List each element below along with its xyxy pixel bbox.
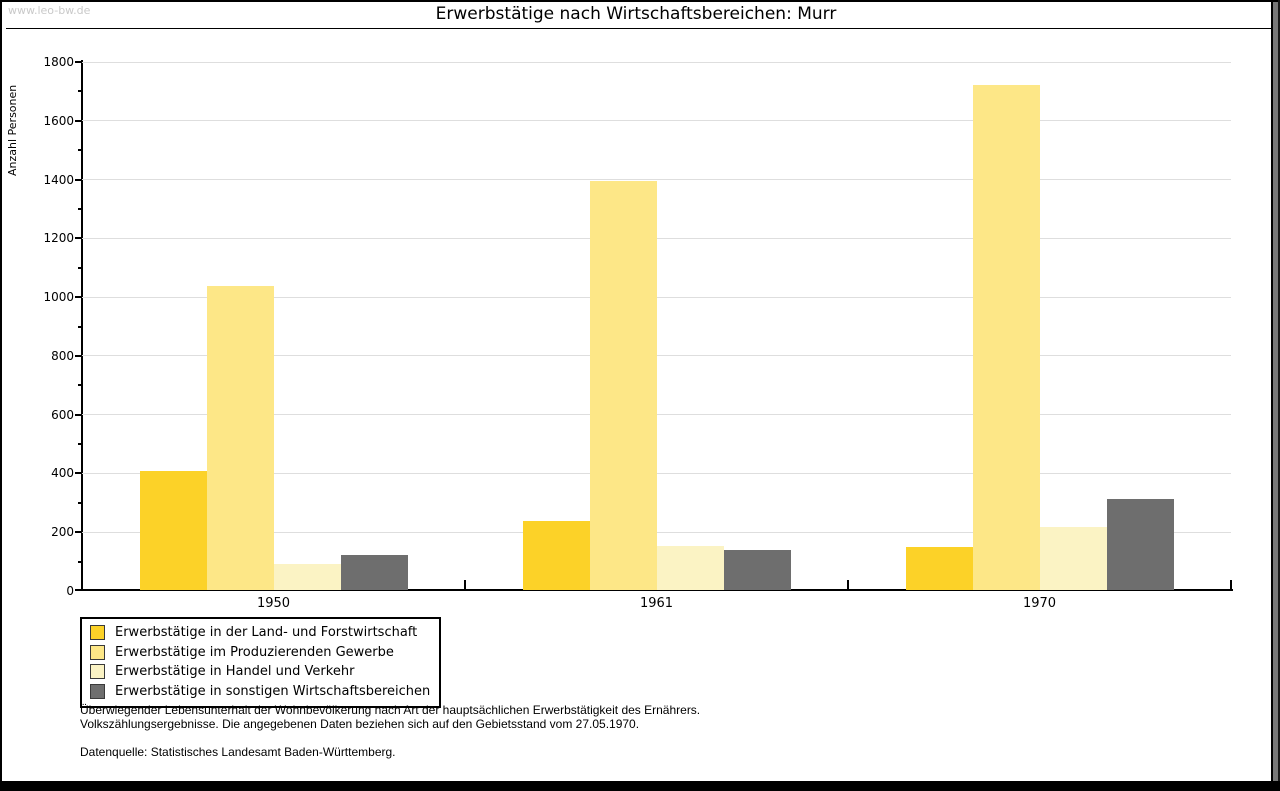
chart-title: Erwerbstätige nach Wirtschaftsbereichen:… [435,4,837,24]
frame-right-shadow [1273,2,1278,781]
legend-swatch-3 [90,664,105,680]
site-watermark: www.leo-bw.de [8,4,91,17]
bar-1961-s4 [723,550,791,590]
x-boundary-tick [464,580,466,589]
x-boundary-tick [847,580,849,589]
gridline [82,531,1231,533]
y-minor-tick [78,560,82,563]
gridline [82,414,1231,416]
y-major-tick [75,472,82,475]
y-minor-tick [78,501,82,504]
legend-swatch-2 [90,644,105,660]
y-tick-label: 1400 [43,172,74,187]
y-major-tick [75,589,82,591]
x-boundary-tick [1230,580,1232,589]
gridline [82,296,1231,298]
y-minor-tick [78,266,82,269]
legend-box: Erwerbstätige in der Land- und Forstwirt… [80,617,442,708]
bar-1970-s3 [1039,526,1107,590]
legend-label-1: Erwerbstätige in der Land- und Forstwirt… [115,625,418,641]
x-category-label-1950: 1950 [256,596,291,611]
frame-right-edge [1278,0,1280,791]
gridline [82,61,1231,63]
y-axis-line [81,60,83,591]
y-tick-label: 200 [51,525,74,540]
y-axis-label: Anzahl Personen [6,84,19,176]
legend-label-2: Erwerbstätige im Produzierenden Gewerbe [115,644,394,660]
y-tick-label: 0 [66,584,74,598]
x-category-label-1961: 1961 [639,596,674,611]
bar-1970-s2 [972,84,1040,590]
gridline [82,472,1231,474]
y-major-tick [75,119,82,122]
y-major-tick [75,237,82,240]
bar-1970-s1 [905,547,973,590]
bar-1961-s1 [522,520,590,590]
x-category-label-1970: 1970 [1022,596,1057,611]
frame-left-border [0,0,2,791]
header-separator [6,28,1271,29]
frame-bottom-border [0,781,1280,791]
bar-1970-s4 [1106,498,1174,590]
y-major-tick [75,413,82,416]
footnote-line-1: Überwiegender Lebensunterhalt der Wohnbe… [80,703,701,717]
bar-1961-s2 [589,181,657,590]
legend-swatch-4 [90,683,105,699]
bar-1950-s3 [273,563,341,590]
y-tick-label: 400 [51,466,74,481]
y-tick-label: 1200 [43,231,74,246]
gridline [82,355,1231,357]
footnotes: Überwiegender Lebensunterhalt der Wohnbe… [80,703,701,760]
y-major-tick [75,531,82,534]
frame-right-border [1271,0,1273,781]
gridline [82,237,1231,239]
y-major-tick [75,178,82,181]
y-major-tick [75,354,82,357]
bar-1961-s3 [656,545,724,590]
y-tick-label: 800 [51,348,74,363]
bar-1950-s4 [340,554,408,590]
y-minor-tick [78,207,82,210]
legend-label-3: Erwerbstätige in Handel und Verkehr [115,664,355,680]
y-major-tick [75,61,82,63]
y-minor-tick [78,384,82,387]
legend-row-1: Erwerbstätige in der Land- und Forstwirt… [90,623,430,643]
footnote-line-2: Volkszählungsergebnisse. Die angegebenen… [80,716,640,731]
gridline [82,120,1231,122]
y-minor-tick [78,325,82,328]
bar-1950-s2 [206,285,274,590]
legend-label-4: Erwerbstätige in sonstigen Wirtschaftsbe… [115,683,431,699]
y-minor-tick [78,443,82,446]
y-tick-label: 600 [51,407,74,422]
y-tick-label: 1600 [43,113,74,128]
gridline [82,179,1231,181]
y-minor-tick [78,90,82,93]
data-source-note: Datenquelle: Statistisches Landesamt Bad… [80,745,396,759]
y-tick-label: 1000 [43,290,74,305]
legend-swatch-1 [90,625,105,641]
y-major-tick [75,296,82,299]
x-axis-line [81,589,1233,591]
legend-row-4: Erwerbstätige in sonstigen Wirtschaftsbe… [90,682,430,702]
frame-top-border [0,0,1280,2]
y-minor-tick [78,149,82,152]
legend-row-3: Erwerbstätige in Handel und Verkehr [90,662,430,682]
legend-row-2: Erwerbstätige im Produzierenden Gewerbe [90,643,430,663]
y-tick-label: 1800 [43,55,74,69]
bar-1950-s1 [139,470,207,590]
